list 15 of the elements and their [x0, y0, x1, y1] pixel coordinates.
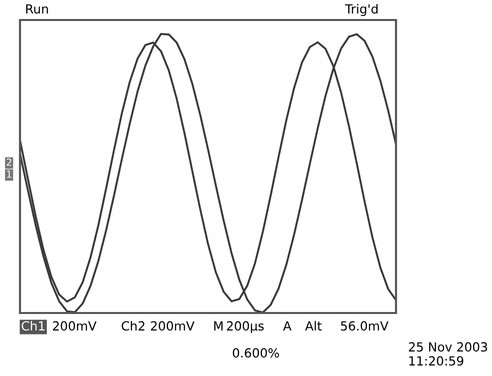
text: 200µs [226, 321, 264, 334]
text: 200mV [52, 321, 96, 331]
text: A [283, 321, 292, 330]
text: 2 [6, 158, 12, 166]
text: Alt [305, 320, 322, 330]
text: Ch1 [22, 320, 44, 331]
text: Run [26, 4, 48, 14]
text: Ch2 [122, 320, 144, 331]
text: M [214, 321, 223, 330]
text: 200mV [150, 321, 194, 331]
text: 0.600% [232, 348, 279, 358]
text: 25 Nov 2003 11:20:59 [408, 342, 488, 366]
text: 1 [7, 170, 12, 178]
text: Trig'd [344, 4, 378, 16]
text: 56.0mV [340, 321, 388, 331]
